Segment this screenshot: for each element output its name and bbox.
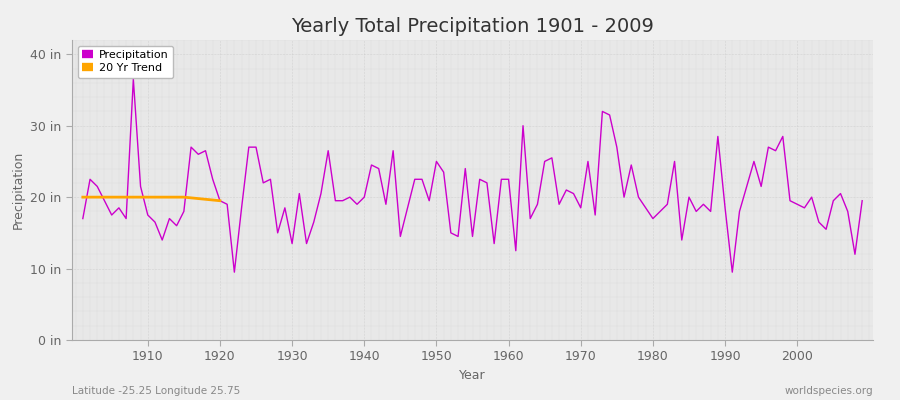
Text: Latitude -25.25 Longitude 25.75: Latitude -25.25 Longitude 25.75 (72, 386, 240, 396)
Legend: Precipitation, 20 Yr Trend: Precipitation, 20 Yr Trend (77, 46, 173, 78)
X-axis label: Year: Year (459, 369, 486, 382)
Text: worldspecies.org: worldspecies.org (785, 386, 873, 396)
Title: Yearly Total Precipitation 1901 - 2009: Yearly Total Precipitation 1901 - 2009 (291, 17, 654, 36)
Y-axis label: Precipitation: Precipitation (12, 151, 25, 229)
